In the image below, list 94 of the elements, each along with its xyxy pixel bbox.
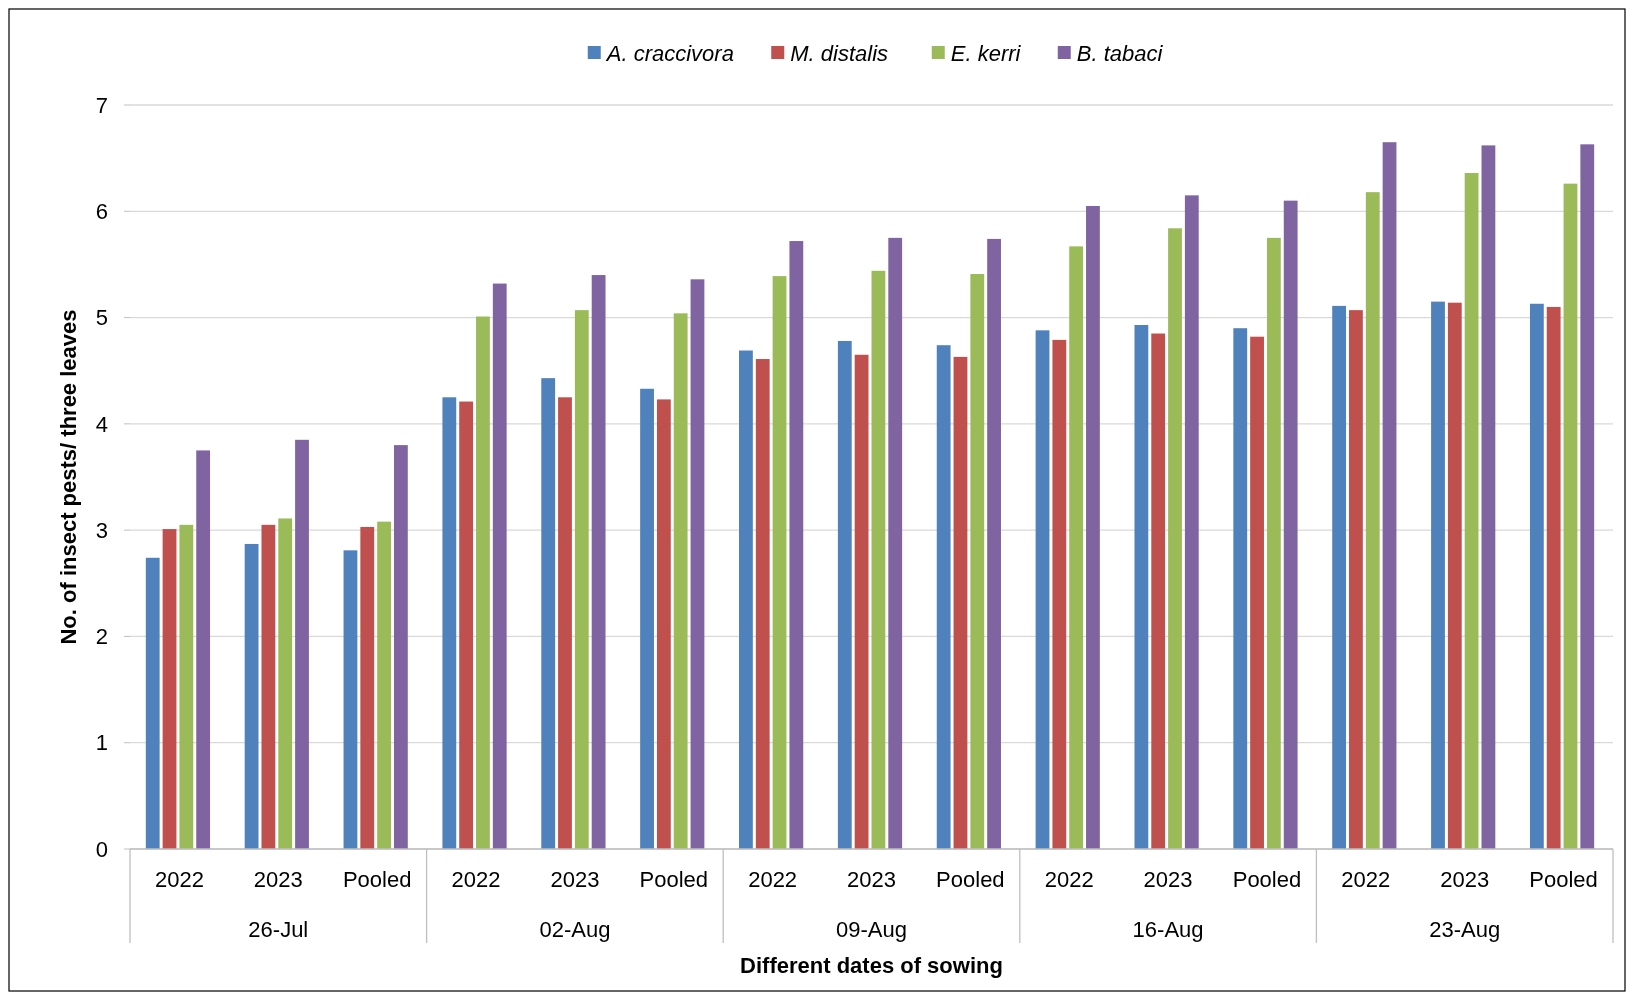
bar [640,388,654,849]
y-tick-label: 3 [95,517,108,543]
y-tick-label: 2 [95,624,108,650]
bar [1546,306,1561,849]
bar [179,524,194,849]
text: 09-Aug [836,917,907,942]
bar [1184,195,1199,849]
bar [145,557,160,849]
bar [1580,144,1595,849]
bar [1349,310,1363,849]
x-tick-label: Pooled [1529,867,1598,892]
bar [1529,303,1544,849]
bar [1431,301,1445,849]
bar [1151,333,1166,849]
x-tick-label: 2022 [451,867,501,892]
bar [244,543,259,849]
bar [888,237,903,849]
bar [574,310,589,849]
x-axis-title: Different dates of sowing [740,953,1003,978]
bar [393,445,408,849]
bar [343,550,358,849]
x-tick-label: 2023 [847,867,896,892]
legend-label: A. craccivora [604,40,734,66]
bar [953,356,968,849]
x-tick-label: Pooled [639,867,709,892]
bar [1283,200,1298,849]
bar [789,241,804,849]
bar [196,450,211,849]
x-tick-label: 2022 [1341,867,1391,892]
bar [739,350,753,849]
bar [987,238,1001,849]
x-tick-label: Pooled [1232,867,1302,892]
bar [1266,237,1281,849]
bar [755,359,770,849]
bar [1365,192,1380,849]
bar [1382,142,1397,849]
bar [837,340,852,849]
x-tick-label: 2023 [253,867,303,892]
bar [673,313,688,849]
bar [541,378,556,849]
x-tick-label: 2022 [1044,867,1094,892]
bar [377,521,391,849]
x-tick-label: 2022 [748,867,798,892]
bar [295,439,309,849]
legend-label: B. tabaci [1076,40,1164,66]
x-tick-label: 2023 [1143,867,1193,892]
y-tick-label: 7 [95,92,108,118]
bar [162,529,177,849]
bar [1464,173,1479,849]
bar [1035,330,1050,849]
y-tick-label: 0 [95,836,108,862]
x-tick-label: 2022 [154,867,204,892]
bar [492,283,507,849]
bar [936,345,951,849]
bar [690,279,705,849]
bar [278,518,293,849]
text: 26-Jul [248,917,309,942]
bar [261,524,276,849]
x-tick-label: Pooled [342,867,412,892]
legend-label: M. distalis [790,40,889,66]
bar [558,397,572,849]
bar [1134,325,1149,849]
x-tick-label: 2023 [550,867,600,892]
bar [656,399,671,849]
bar [442,397,457,849]
bar [1447,302,1462,849]
bar [459,401,474,849]
bar [854,354,869,849]
bar [360,526,375,849]
y-tick-label: 5 [95,305,108,331]
bar [1332,305,1347,849]
text: 23-Aug [1429,917,1501,942]
x-tick-label: 2023 [1440,867,1490,892]
legend-label: E. kerri [950,40,1022,66]
bar [1052,339,1067,849]
bar [772,276,787,849]
bar [1481,145,1496,849]
bar [871,270,886,849]
bar [591,275,606,849]
bar [1069,246,1084,849]
y-axis-title: No. of insect pests/ three leaves [56,309,81,645]
bar [1563,183,1578,849]
y-tick-label: 6 [95,198,108,224]
bar [1233,328,1248,849]
bar [970,273,985,849]
bar [1086,205,1100,849]
bar [1250,336,1264,849]
y-tick-label: 1 [95,730,108,756]
bar [1168,228,1182,849]
text: 16-Aug [1132,917,1204,942]
x-tick-label: Pooled [936,867,1005,892]
y-tick-label: 4 [95,411,108,437]
bar [476,316,490,849]
text: 02-Aug [539,917,611,942]
